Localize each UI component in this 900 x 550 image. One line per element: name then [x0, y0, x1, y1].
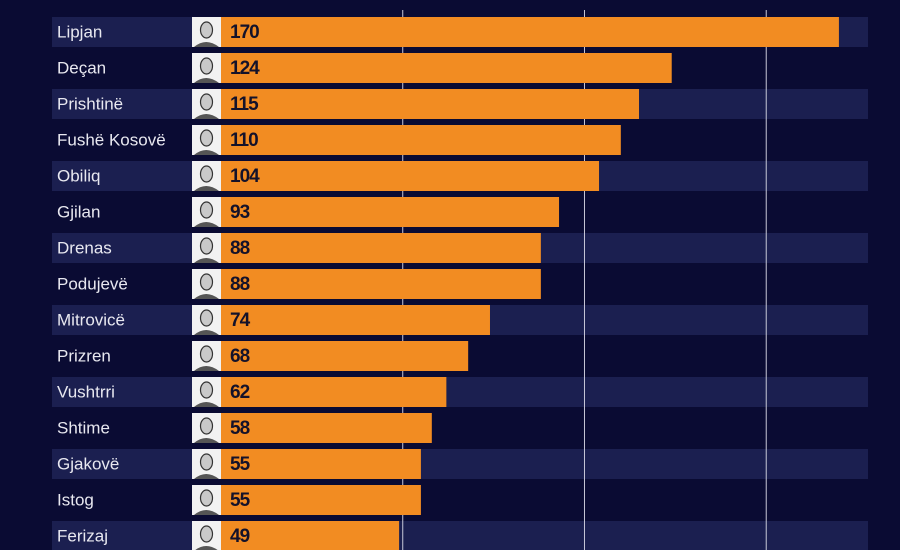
- portrait: [192, 305, 221, 335]
- value-label: 58: [230, 418, 250, 439]
- category-label: Obiliq: [57, 166, 100, 185]
- value-label: 93: [230, 202, 250, 223]
- bar: [221, 449, 421, 479]
- portrait-head: [199, 57, 214, 75]
- portrait-body: [194, 186, 219, 191]
- bar: [221, 341, 469, 371]
- bar: [221, 197, 560, 227]
- portrait-head: [199, 417, 214, 435]
- bar: [221, 233, 541, 263]
- portrait-body: [194, 258, 219, 263]
- portrait: [192, 377, 221, 407]
- bar: [221, 161, 600, 191]
- portrait: [192, 161, 221, 191]
- category-label: Podujevë: [57, 274, 128, 293]
- value-label: 55: [230, 490, 251, 511]
- category-label: Prizren: [57, 346, 111, 365]
- portrait-head: [199, 201, 214, 219]
- value-label: 74: [230, 310, 251, 331]
- value-label: 104: [230, 166, 260, 187]
- row-stripe: [52, 449, 868, 479]
- portrait: [192, 413, 221, 443]
- bar: [221, 269, 541, 299]
- category-label: Ferizaj: [57, 526, 108, 545]
- bar: [221, 53, 672, 83]
- portrait-body: [194, 402, 219, 407]
- category-label: Fushë Kosovë: [57, 130, 166, 149]
- portrait-head: [199, 165, 214, 183]
- category-label: Istog: [57, 490, 94, 509]
- portrait: [192, 197, 221, 227]
- category-label: Lipjan: [57, 22, 102, 41]
- portrait-head: [199, 489, 214, 507]
- portrait-head: [199, 21, 214, 39]
- portrait-body: [194, 42, 219, 47]
- portrait: [192, 17, 221, 47]
- value-label: 49: [230, 526, 250, 547]
- value-label: 115: [230, 94, 259, 115]
- category-label: Gjilan: [57, 202, 100, 221]
- category-label: Prishtinë: [57, 94, 123, 113]
- bar: [221, 125, 621, 155]
- portrait-body: [194, 114, 219, 119]
- portrait-body: [194, 294, 219, 299]
- portrait-body: [195, 546, 218, 550]
- portrait-body: [194, 438, 219, 443]
- bar: [221, 485, 421, 515]
- value-label: 55: [230, 454, 251, 475]
- value-label: 88: [230, 238, 250, 259]
- bar: [221, 377, 447, 407]
- portrait: [192, 269, 221, 299]
- category-label: Deçan: [57, 58, 106, 77]
- value-label: 88: [230, 274, 250, 295]
- portrait: [192, 233, 221, 263]
- value-label: 170: [230, 22, 259, 43]
- rows: Lipjan 170 Deçan 124 Prishtinë 115 Fushë Kosov…: [57, 17, 839, 550]
- portrait-head: [199, 309, 214, 327]
- category-label: Drenas: [57, 238, 112, 257]
- portrait-body: [194, 78, 219, 83]
- category-label: Gjakovë: [57, 454, 119, 473]
- bar: [221, 17, 839, 47]
- portrait-head: [199, 273, 214, 291]
- bar: [221, 305, 490, 335]
- portrait-body: [194, 366, 219, 371]
- value-label: 68: [230, 346, 250, 367]
- row-stripe: [52, 521, 868, 550]
- portrait-head: [199, 129, 214, 147]
- value-label: 124: [230, 58, 260, 79]
- portrait-head: [199, 237, 214, 255]
- category-label: Vushtrri: [57, 382, 115, 401]
- portrait-body: [194, 150, 219, 155]
- bar: [221, 89, 640, 119]
- value-label: 62: [230, 382, 250, 403]
- portrait: [192, 341, 221, 371]
- portrait: [192, 449, 221, 479]
- row-stripe: [52, 377, 868, 407]
- portrait-body: [194, 510, 219, 515]
- bar: [221, 413, 432, 443]
- portrait: [192, 521, 221, 550]
- category-label: Mitrovicë: [57, 310, 125, 329]
- portrait-body: [194, 330, 219, 335]
- portrait-head: [199, 345, 214, 363]
- value-label: 110: [230, 130, 258, 151]
- portrait: [192, 485, 221, 515]
- portrait-body: [194, 222, 219, 227]
- portrait-body: [194, 474, 219, 479]
- portrait: [192, 125, 221, 155]
- portrait-head: [199, 381, 214, 399]
- bar: [221, 521, 400, 550]
- portrait-head: [199, 453, 214, 471]
- portrait-head: [199, 525, 214, 543]
- category-label: Shtime: [57, 418, 110, 437]
- portrait: [192, 53, 221, 83]
- portrait: [192, 89, 221, 119]
- portrait-head: [199, 93, 214, 111]
